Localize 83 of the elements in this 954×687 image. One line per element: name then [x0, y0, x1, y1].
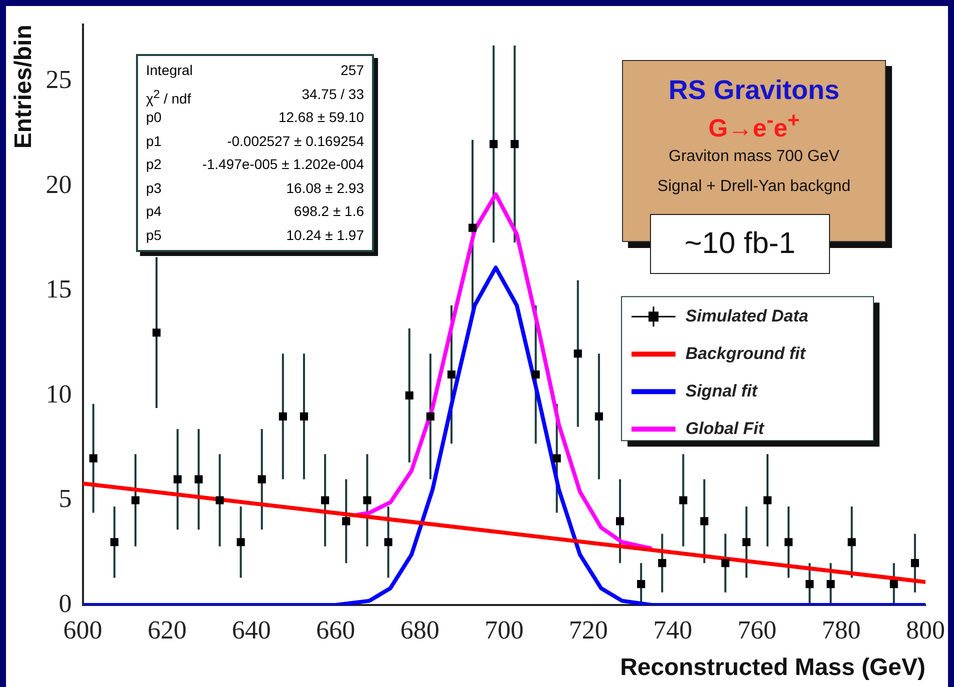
point: [110, 538, 118, 546]
y-tick-label: 10: [46, 379, 72, 408]
point: [216, 496, 224, 504]
point: [258, 475, 266, 484]
y-tick-label: 15: [46, 274, 72, 304]
point: [426, 412, 434, 420]
point: [300, 412, 308, 420]
x-tick-label: 720: [568, 615, 608, 644]
point: [510, 140, 519, 148]
x-axis-title: Reconstructed Mass (GeV): [620, 654, 926, 682]
point: [236, 538, 245, 546]
legend-label: Simulated Data: [686, 306, 808, 326]
point: [658, 559, 666, 568]
point: [700, 517, 708, 526]
annotation: 10.24 ± 1.97: [286, 226, 364, 244]
point: [384, 538, 392, 546]
x-tick-label: 760: [737, 615, 776, 644]
point: [616, 517, 624, 526]
point: [532, 370, 540, 379]
point: [447, 370, 456, 379]
annotation: p1: [146, 132, 162, 151]
point: [784, 538, 793, 546]
annotation: Integral: [146, 61, 193, 80]
point: [742, 538, 750, 546]
x-tick-label: 600: [63, 615, 102, 644]
annotation: RS Gravitons: [667, 75, 841, 106]
point: [278, 412, 287, 420]
point: [806, 580, 814, 588]
y-tick-label: 25: [46, 65, 72, 94]
point: [405, 391, 414, 400]
point: [848, 538, 856, 546]
annotation: Signal + Drell-Yan backgnd: [656, 177, 852, 198]
legend-label: Background fit: [686, 344, 807, 363]
point: [194, 475, 203, 484]
point: [679, 496, 688, 504]
point: [342, 517, 350, 526]
point: [910, 559, 919, 568]
y-axis-title: Entries/bin: [10, 24, 38, 149]
point: [490, 140, 498, 148]
x-tick-label: 640: [232, 615, 271, 644]
x-tick-label: 620: [148, 615, 187, 644]
point: [826, 580, 835, 588]
point: [574, 350, 582, 358]
annotation: 34.75 / 33: [302, 84, 364, 104]
annotation: -1.497e-005 ± 1.202e-004: [202, 155, 364, 174]
y-tick-label: 5: [58, 484, 72, 514]
annotation: p5: [146, 226, 162, 245]
annotation: Graviton mass 700 GeV: [668, 147, 840, 168]
annotation: p4: [146, 202, 162, 221]
x-tick-label: 800: [906, 615, 945, 644]
annotation: G→e$^{-}$e$^{+}$: [707, 108, 801, 142]
annotation: p3: [146, 178, 162, 198]
point: [468, 224, 477, 232]
point: [89, 454, 98, 462]
point: [174, 475, 182, 484]
point: [363, 496, 372, 504]
point: [131, 496, 140, 504]
point: [552, 454, 561, 462]
x-tick-label: 680: [400, 615, 440, 644]
x-tick-label: 700: [484, 615, 524, 644]
annotation: p0: [146, 108, 162, 127]
annotation: χ$^{2}$ / ndf: [146, 86, 191, 106]
point: [721, 559, 730, 568]
annotation: 698.2 ± 1.6: [294, 202, 364, 221]
y-tick-label: 0: [58, 588, 72, 618]
annotation: p2: [146, 155, 162, 174]
point: [763, 496, 772, 504]
y-tick-label: 20: [46, 170, 72, 199]
legend-label: Global Fit: [686, 418, 766, 438]
legend-label: Signal fit: [686, 381, 759, 400]
x-tick-label: 780: [822, 615, 861, 644]
annotation: 257: [340, 61, 364, 80]
point: [890, 580, 898, 588]
annotation: -0.002527 ± 0.169254: [227, 132, 364, 150]
annotation: 16.08 ± 2.93: [286, 178, 364, 198]
x-tick-label: 740: [653, 615, 692, 644]
point: [637, 580, 646, 588]
annotation: 12.68 ± 59.10: [278, 108, 364, 127]
point: [594, 412, 603, 420]
point: [152, 328, 161, 337]
annotation: ~10 fb-1: [650, 214, 830, 274]
point: [321, 496, 330, 504]
x-tick-label: 660: [316, 615, 356, 644]
